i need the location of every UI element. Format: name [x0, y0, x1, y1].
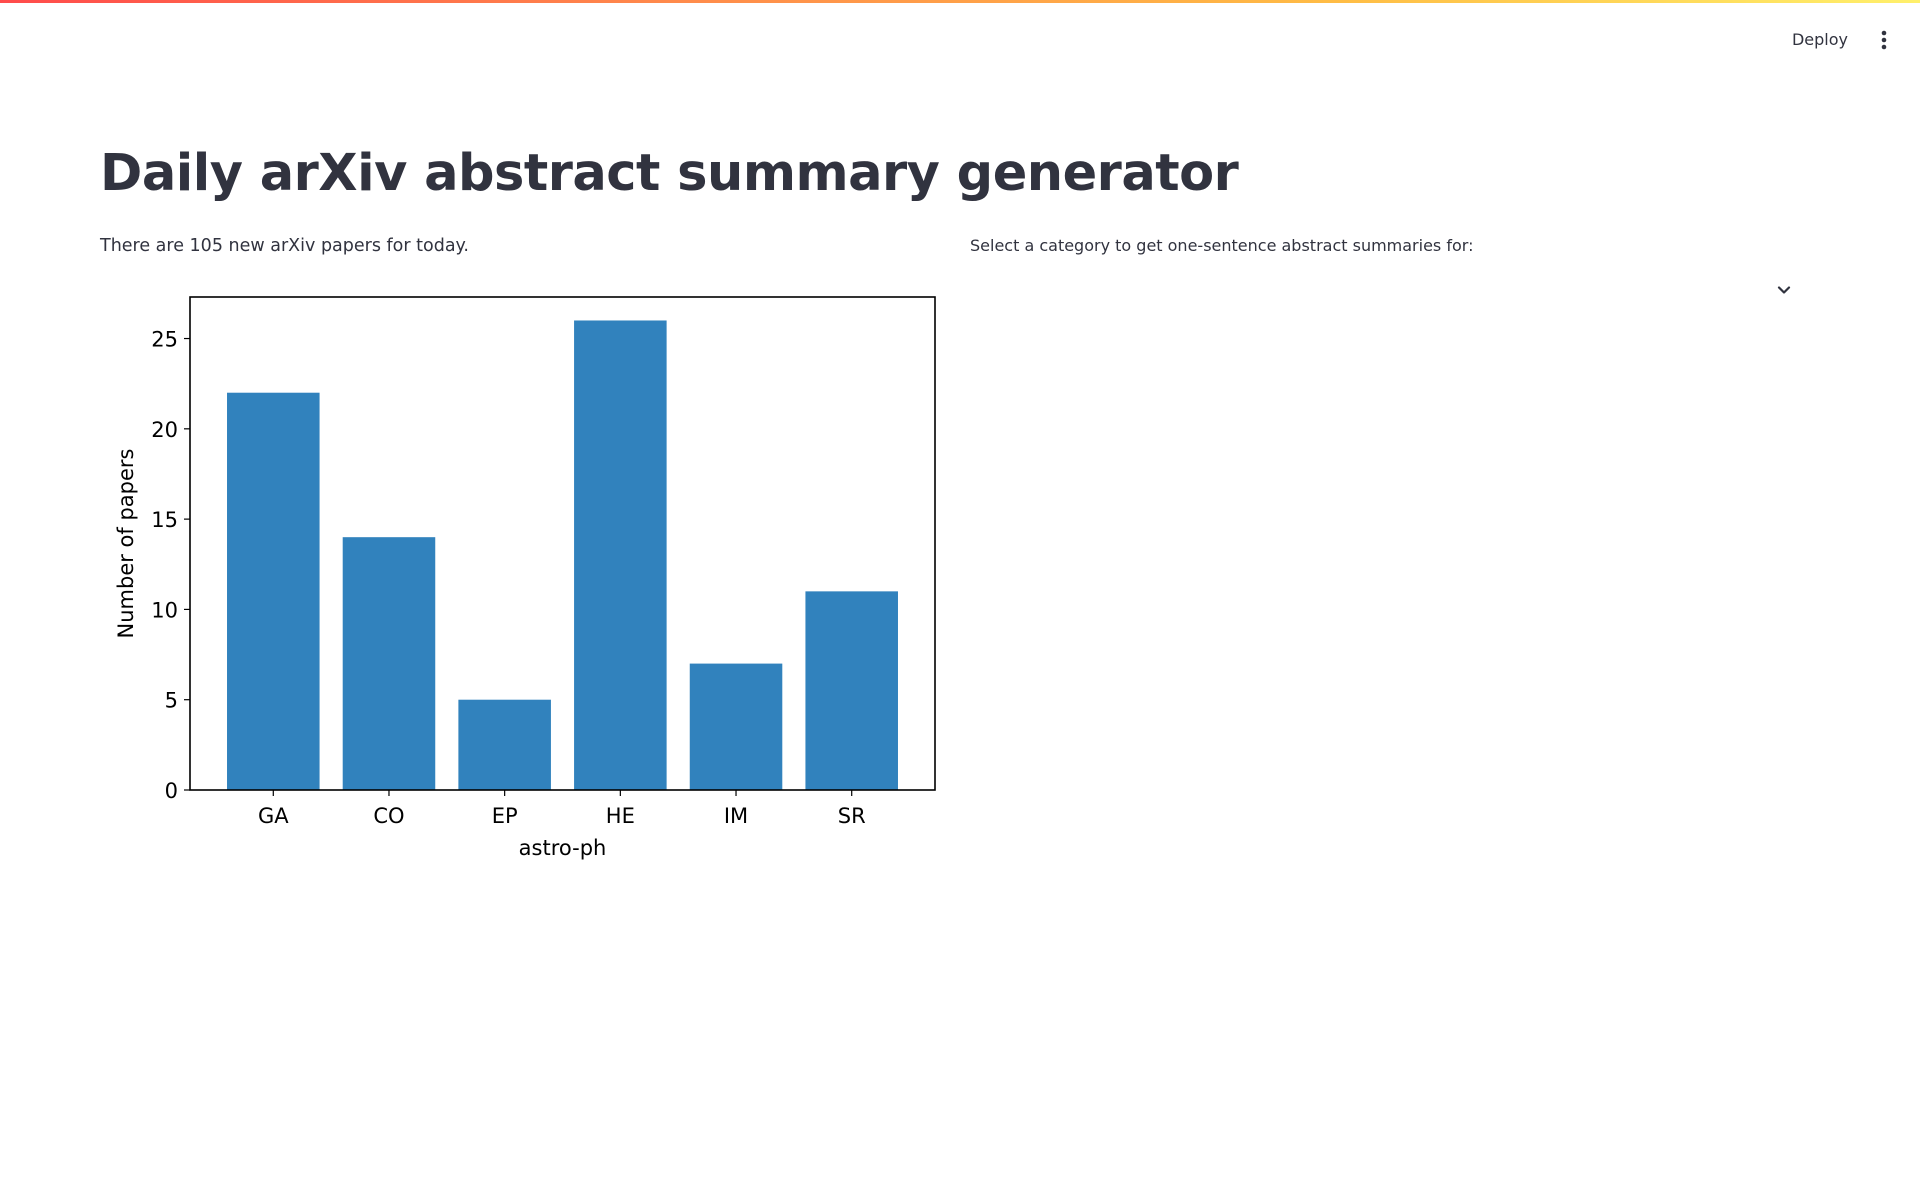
bar-chart-svg: GA CO EP HE IM SR 0 5 10 15 20 25 astro-ph Number of … — [114, 296, 936, 860]
y-tick-label: 20 — [151, 418, 178, 442]
x-tick-label: EP — [492, 804, 518, 828]
x-tick-label: IM — [724, 804, 748, 828]
y-axis-label: Number of papers — [114, 449, 138, 639]
y-tick-label: 10 — [151, 598, 178, 622]
y-tick-label: 15 — [151, 508, 178, 532]
x-axis-label: astro-ph — [519, 836, 607, 860]
x-tick-label: CO — [373, 804, 404, 828]
x-tick-label: GA — [258, 804, 289, 828]
main-menu-button[interactable] — [1872, 26, 1896, 54]
papers-count-text: There are 105 new arXiv papers for today… — [100, 236, 469, 256]
category-select-label: Select a category to get one-sentence ab… — [970, 236, 1474, 255]
x-tick-label: HE — [606, 804, 635, 828]
category-select[interactable] — [970, 268, 1808, 312]
bar-ga — [227, 392, 320, 790]
bar-im — [689, 663, 783, 790]
y-tick-label: 5 — [165, 689, 178, 713]
bar-he — [574, 320, 667, 790]
page-title: Daily arXiv abstract summary generator — [100, 144, 1239, 203]
app-toolbar: Deploy — [1786, 24, 1896, 55]
x-tick-label: SR — [838, 804, 866, 828]
bar-co — [342, 537, 436, 790]
deploy-button[interactable]: Deploy — [1786, 24, 1854, 55]
y-tick-label: 25 — [151, 328, 178, 352]
papers-bar-chart: GA CO EP HE IM SR 0 5 10 15 20 25 astro-ph Number of … — [100, 280, 960, 880]
vertical-dots-icon — [1881, 30, 1887, 49]
top-decoration-bar — [0, 0, 1920, 3]
bar-ep — [458, 699, 551, 790]
chevron-down-icon — [1777, 286, 1791, 294]
plot-frame — [189, 296, 936, 791]
y-tick-label: 0 — [165, 779, 178, 803]
bar-sr — [805, 591, 898, 790]
